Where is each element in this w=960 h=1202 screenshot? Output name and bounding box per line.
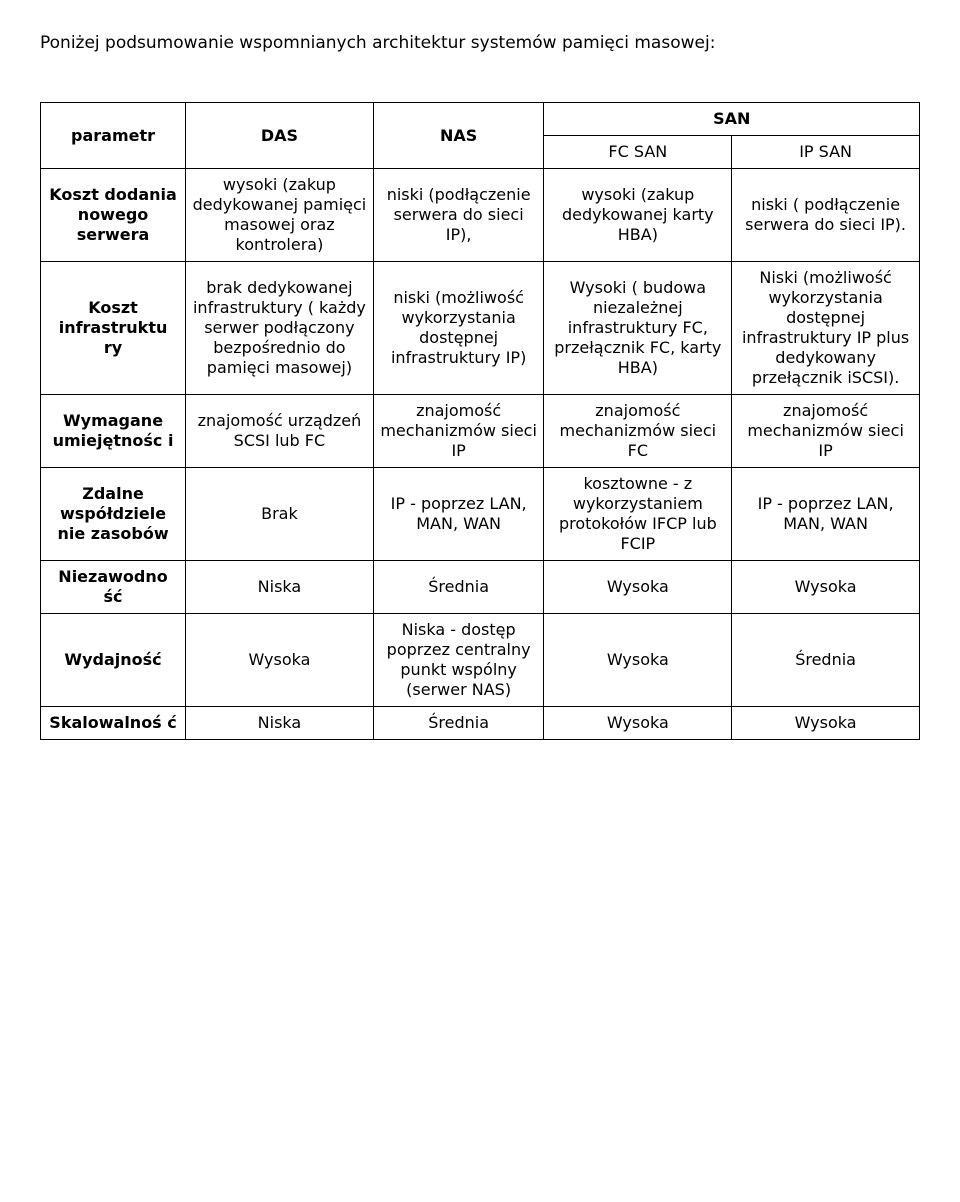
cell-niezawodnosc-fc: Wysoka bbox=[544, 561, 732, 614]
header-fc-san: FC SAN bbox=[544, 136, 732, 169]
cell-koszt-dodania-das: wysoki (zakup dedykowanej pamięci masowe… bbox=[186, 169, 374, 262]
cell-niezawodnosc-nas: Średnia bbox=[373, 561, 544, 614]
cell-niezawodnosc-ip: Wysoka bbox=[732, 561, 920, 614]
cell-wydajnosc-nas: Niska - dostęp poprzez centralny punkt w… bbox=[373, 614, 544, 707]
row-skalowalnosc-label: Skalowalnoś ć bbox=[41, 707, 186, 740]
header-san: SAN bbox=[544, 103, 920, 136]
row-zdalne-label: Zdalne współdziele nie zasobów bbox=[41, 468, 186, 561]
cell-koszt-infra-nas: niski (możliwość wykorzystania dostępnej… bbox=[373, 262, 544, 395]
intro-text: Poniżej podsumowanie wspomnianych archit… bbox=[40, 32, 920, 54]
row-koszt-infra-label: Koszt infrastruktu ry bbox=[41, 262, 186, 395]
cell-zdalne-nas: IP - poprzez LAN, MAN, WAN bbox=[373, 468, 544, 561]
row-wydajnosc-label: Wydajność bbox=[41, 614, 186, 707]
header-parametr: parametr bbox=[41, 103, 186, 169]
header-nas: NAS bbox=[373, 103, 544, 169]
cell-wydajnosc-das: Wysoka bbox=[186, 614, 374, 707]
row-niezawodnosc-label: Niezawodno ść bbox=[41, 561, 186, 614]
cell-koszt-infra-das: brak dedykowanej infrastruktury ( każdy … bbox=[186, 262, 374, 395]
row-koszt-dodania-label: Koszt dodania nowego serwera bbox=[41, 169, 186, 262]
cell-wymagane-ip: znajomość mechanizmów sieci IP bbox=[732, 395, 920, 468]
comparison-table: parametr DAS NAS SAN FC SAN IP SAN Koszt… bbox=[40, 102, 920, 740]
header-das: DAS bbox=[186, 103, 374, 169]
cell-wymagane-fc: znajomość mechanizmów sieci FC bbox=[544, 395, 732, 468]
cell-skalowalnosc-nas: Średnia bbox=[373, 707, 544, 740]
cell-koszt-dodania-fc: wysoki (zakup dedykowanej karty HBA) bbox=[544, 169, 732, 262]
cell-wymagane-das: znajomość urządzeń SCSI lub FC bbox=[186, 395, 374, 468]
cell-koszt-dodania-nas: niski (podłączenie serwera do sieci IP), bbox=[373, 169, 544, 262]
header-ip-san: IP SAN bbox=[732, 136, 920, 169]
cell-wydajnosc-fc: Wysoka bbox=[544, 614, 732, 707]
cell-skalowalnosc-das: Niska bbox=[186, 707, 374, 740]
cell-zdalne-das: Brak bbox=[186, 468, 374, 561]
cell-skalowalnosc-ip: Wysoka bbox=[732, 707, 920, 740]
cell-koszt-dodania-ip: niski ( podłączenie serwera do sieci IP)… bbox=[732, 169, 920, 262]
cell-zdalne-ip: IP - poprzez LAN, MAN, WAN bbox=[732, 468, 920, 561]
cell-niezawodnosc-das: Niska bbox=[186, 561, 374, 614]
cell-wymagane-nas: znajomość mechanizmów sieci IP bbox=[373, 395, 544, 468]
cell-wydajnosc-ip: Średnia bbox=[732, 614, 920, 707]
cell-koszt-infra-ip: Niski (możliwość wykorzystania dostępnej… bbox=[732, 262, 920, 395]
cell-koszt-infra-fc: Wysoki ( budowa niezależnej infrastruktu… bbox=[544, 262, 732, 395]
row-wymagane-label: Wymagane umiejętnośc i bbox=[41, 395, 186, 468]
cell-skalowalnosc-fc: Wysoka bbox=[544, 707, 732, 740]
cell-zdalne-fc: kosztowne - z wykorzystaniem protokołów … bbox=[544, 468, 732, 561]
